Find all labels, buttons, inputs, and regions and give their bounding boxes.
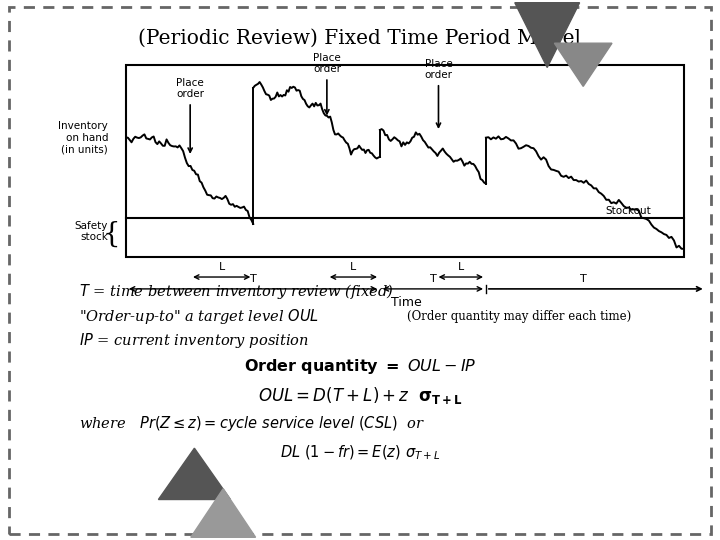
Text: L: L: [458, 262, 464, 272]
Text: {: {: [103, 221, 120, 248]
Text: $\mathit{DL\ (1 - fr) = E(z)\ \sigma_{T+L}}$: $\mathit{DL\ (1 - fr) = E(z)\ \sigma_{T+…: [280, 443, 440, 462]
Text: L: L: [350, 262, 356, 272]
Text: Stockout: Stockout: [606, 206, 651, 216]
Text: T: T: [250, 274, 256, 284]
Text: Time: Time: [392, 296, 422, 309]
Text: (Periodic Review) Fixed Time Period Model: (Periodic Review) Fixed Time Period Mode…: [138, 28, 582, 48]
Text: $\mathbf{Order\ quantity\ =\ }$$\mathit{OUL - IP}$: $\mathbf{Order\ quantity\ =\ }$$\mathit{…: [244, 356, 476, 376]
Text: $\mathit{OUL = D(T + L) + z}$  $\mathbf{\sigma}_{\mathbf{T+L}}$: $\mathit{OUL = D(T + L) + z}$ $\mathbf{\…: [258, 385, 462, 406]
Text: T: T: [430, 274, 436, 284]
Text: Inventory
on hand
(in units): Inventory on hand (in units): [58, 121, 108, 154]
Text: where   $\mathit{Pr(Z \leq z) = cycle\ service\ level\ (CSL)}$  or: where $\mathit{Pr(Z \leq z) = cycle\ ser…: [79, 414, 426, 434]
Polygon shape: [191, 489, 256, 537]
Text: L: L: [219, 262, 225, 272]
Text: Safety
stock: Safety stock: [75, 221, 108, 242]
Polygon shape: [554, 43, 612, 86]
Text: Place
order: Place order: [313, 53, 341, 114]
Text: T: T: [580, 274, 587, 284]
FancyBboxPatch shape: [9, 7, 711, 534]
Polygon shape: [515, 3, 580, 68]
Bar: [126, 65, 684, 256]
Text: Place
order: Place order: [425, 58, 452, 127]
Text: "Order-up-to" a target level $\mathit{OUL}$: "Order-up-to" a target level $\mathit{OU…: [79, 307, 319, 327]
Text: $T$ = time between inventory review (fixed): $T$ = time between inventory review (fix…: [79, 282, 394, 301]
Text: (Order quantity may differ each time): (Order quantity may differ each time): [407, 310, 631, 323]
Text: $\mathit{IP}$ = current inventory position: $\mathit{IP}$ = current inventory positi…: [79, 330, 309, 350]
Text: Place
order: Place order: [176, 78, 204, 152]
Polygon shape: [158, 448, 230, 500]
